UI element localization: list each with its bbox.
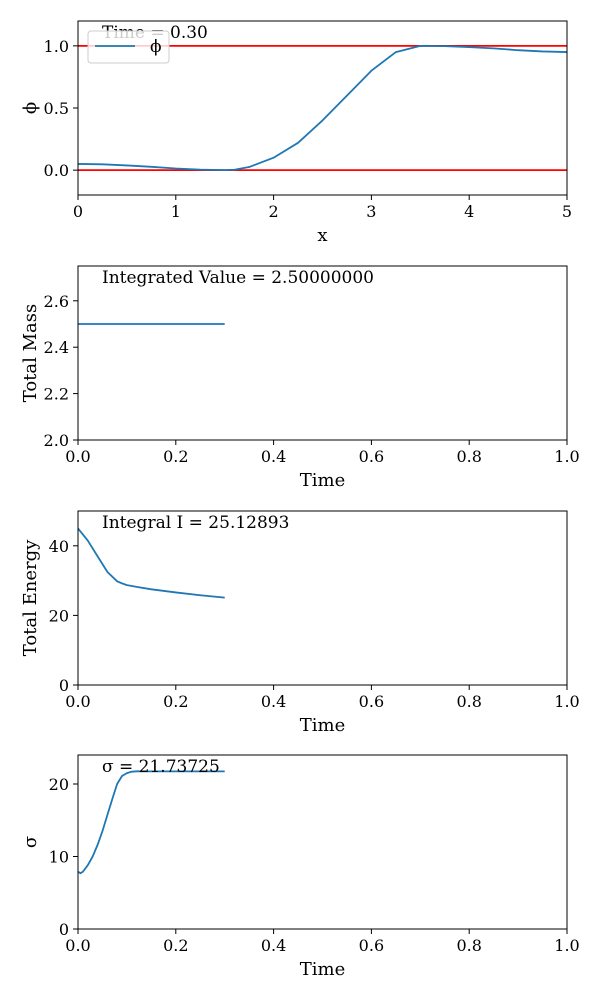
panel-sigma: 0.0 0.2 0.4 0.6 0.8 1.0 0 10 20 Time σ σ = 21.73725 <box>20 754 580 980</box>
x-tick-label: 0.6 <box>359 692 384 711</box>
annotation-text: Integrated Value = 2.50000000 <box>102 268 374 288</box>
y-tick-label: 2.2 <box>44 385 69 404</box>
x-tick-label: 1 <box>171 202 181 221</box>
x-axis-label: Time <box>300 470 345 491</box>
plot-frame <box>77 754 568 930</box>
annotation-text: σ = 21.73725 <box>102 757 220 777</box>
x-tick-label: 0.0 <box>65 692 90 711</box>
y-tick-label: 2.0 <box>44 431 69 450</box>
x-tick-label: 4 <box>464 202 474 221</box>
x-tick-label: 5 <box>562 202 572 221</box>
x-tick-label: 0 <box>73 202 83 221</box>
series-line-sigma <box>78 770 225 875</box>
y-tick-label: 20 <box>49 606 69 625</box>
x-tick-label: 0.4 <box>261 936 286 955</box>
x-tick-label: 1.0 <box>554 692 579 711</box>
x-tick-label: 0.6 <box>359 447 384 466</box>
y-tick-label: 0.5 <box>44 99 69 118</box>
plot-frame <box>77 265 568 441</box>
y-tick-label: 0.0 <box>44 161 69 180</box>
y-tick-label: 1.0 <box>44 37 69 56</box>
x-axis-label: Time <box>300 959 345 980</box>
legend-box <box>87 30 170 64</box>
y-axis-label: ϕ <box>20 102 41 114</box>
y-tick-label: 2.4 <box>44 338 69 357</box>
x-tick-label: 3 <box>366 202 376 221</box>
x-tick-label: 0.4 <box>261 692 286 711</box>
x-tick-label: 2 <box>269 202 279 221</box>
x-axis-label: x <box>317 225 327 246</box>
plot-frame <box>77 510 568 686</box>
x-tick-label: 0.0 <box>65 936 90 955</box>
x-tick-label: 0.8 <box>456 447 481 466</box>
x-tick-label: 0.6 <box>359 936 384 955</box>
x-tick-label: 0.0 <box>65 447 90 466</box>
y-tick-label: 40 <box>49 537 69 556</box>
x-tick-label: 1.0 <box>554 447 579 466</box>
y-tick-label: 2.6 <box>44 292 69 311</box>
y-tick-label: 10 <box>49 848 69 867</box>
x-tick-label: 0.2 <box>163 447 188 466</box>
panel-energy: 0.0 0.2 0.4 0.6 0.8 1.0 0 20 40 Time Total Energy I… <box>20 510 580 736</box>
annotation-text: Integral I = 25.12893 <box>102 513 289 533</box>
panel-mass: 0.0 0.2 0.4 0.6 0.8 1.0 2.0 2.2 2.4 2.6 Time Total … <box>20 265 580 491</box>
x-tick-label: 0.8 <box>456 936 481 955</box>
legend-label: ϕ <box>150 37 162 57</box>
series-line-phi <box>78 44 567 172</box>
x-tick-label: 0.4 <box>261 447 286 466</box>
y-axis-label: Total Mass <box>20 304 41 403</box>
y-axis-label: σ <box>20 836 41 848</box>
x-axis-label: Time <box>300 715 345 736</box>
legend: ϕ <box>87 30 170 64</box>
x-tick-label: 1.0 <box>554 936 579 955</box>
series-line-energy <box>78 527 225 599</box>
x-tick-label: 0.2 <box>163 692 188 711</box>
y-tick-label: 0 <box>59 676 69 695</box>
x-tick-label: 0.8 <box>456 692 481 711</box>
x-tick-label: 0.2 <box>163 936 188 955</box>
y-axis-label: Total Energy <box>20 539 41 656</box>
y-tick-label: 0 <box>59 920 69 939</box>
y-tick-label: 20 <box>49 775 69 794</box>
